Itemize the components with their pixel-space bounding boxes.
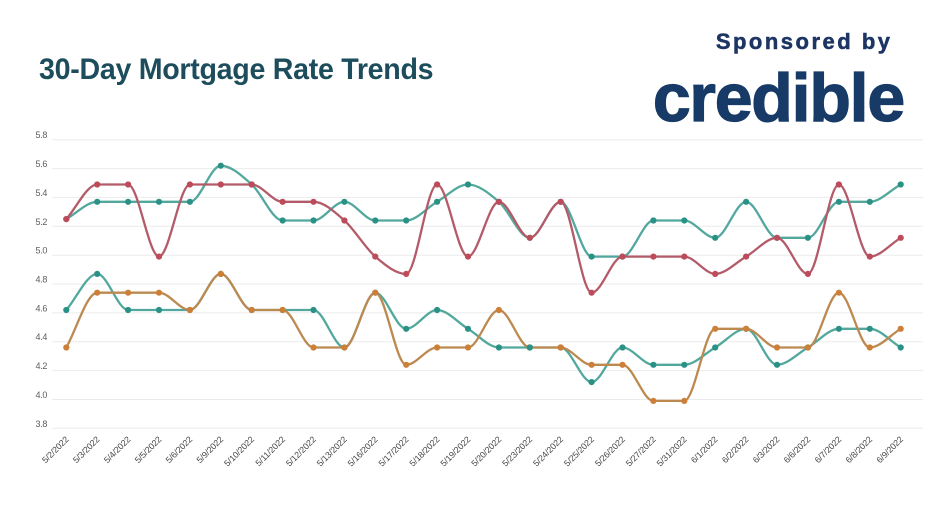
svg-text:6/7/2022: 6/7/2022	[813, 434, 844, 465]
svg-text:5.6: 5.6	[36, 159, 48, 169]
svg-text:5/27/2022: 5/27/2022	[624, 434, 658, 468]
svg-text:5/16/2022: 5/16/2022	[346, 434, 380, 468]
svg-text:4.4: 4.4	[36, 332, 48, 342]
svg-text:5.4: 5.4	[36, 188, 48, 198]
svg-text:5/13/2022: 5/13/2022	[315, 434, 349, 468]
svg-text:4.2: 4.2	[36, 361, 48, 371]
svg-text:6/1/2022: 6/1/2022	[689, 434, 720, 465]
svg-text:5/18/2022: 5/18/2022	[407, 434, 441, 468]
svg-text:6/8/2022: 6/8/2022	[843, 434, 874, 465]
svg-text:6/2/2022: 6/2/2022	[720, 434, 751, 465]
svg-text:5/10/2022: 5/10/2022	[222, 434, 256, 468]
svg-text:5/17/2022: 5/17/2022	[376, 434, 410, 468]
svg-text:5/11/2022: 5/11/2022	[253, 434, 287, 468]
svg-text:5/19/2022: 5/19/2022	[438, 434, 472, 468]
svg-text:5/5/2022: 5/5/2022	[133, 434, 164, 465]
svg-text:4.8: 4.8	[36, 275, 48, 285]
svg-text:5.8: 5.8	[36, 130, 48, 140]
svg-text:3.8: 3.8	[36, 419, 48, 429]
svg-text:5/31/2022: 5/31/2022	[655, 434, 689, 468]
svg-text:6/3/2022: 6/3/2022	[751, 434, 782, 465]
svg-text:5/20/2022: 5/20/2022	[469, 434, 503, 468]
svg-text:6/6/2022: 6/6/2022	[782, 434, 813, 465]
svg-text:5.2: 5.2	[36, 217, 48, 227]
svg-text:5/6/2022: 5/6/2022	[164, 434, 195, 465]
svg-text:5/24/2022: 5/24/2022	[531, 434, 565, 468]
svg-text:5/26/2022: 5/26/2022	[593, 434, 627, 468]
svg-text:6/9/2022: 6/9/2022	[874, 434, 905, 465]
svg-text:5/3/2022: 5/3/2022	[71, 434, 102, 465]
svg-text:5.0: 5.0	[36, 246, 48, 256]
svg-text:5/12/2022: 5/12/2022	[284, 434, 318, 468]
svg-text:5/4/2022: 5/4/2022	[102, 434, 133, 465]
svg-text:5/23/2022: 5/23/2022	[500, 434, 534, 468]
svg-text:4.0: 4.0	[36, 390, 48, 400]
svg-text:5/2/2022: 5/2/2022	[40, 434, 71, 465]
svg-text:5/25/2022: 5/25/2022	[562, 434, 596, 468]
svg-text:4.6: 4.6	[36, 303, 48, 313]
svg-text:5/9/2022: 5/9/2022	[194, 434, 225, 465]
